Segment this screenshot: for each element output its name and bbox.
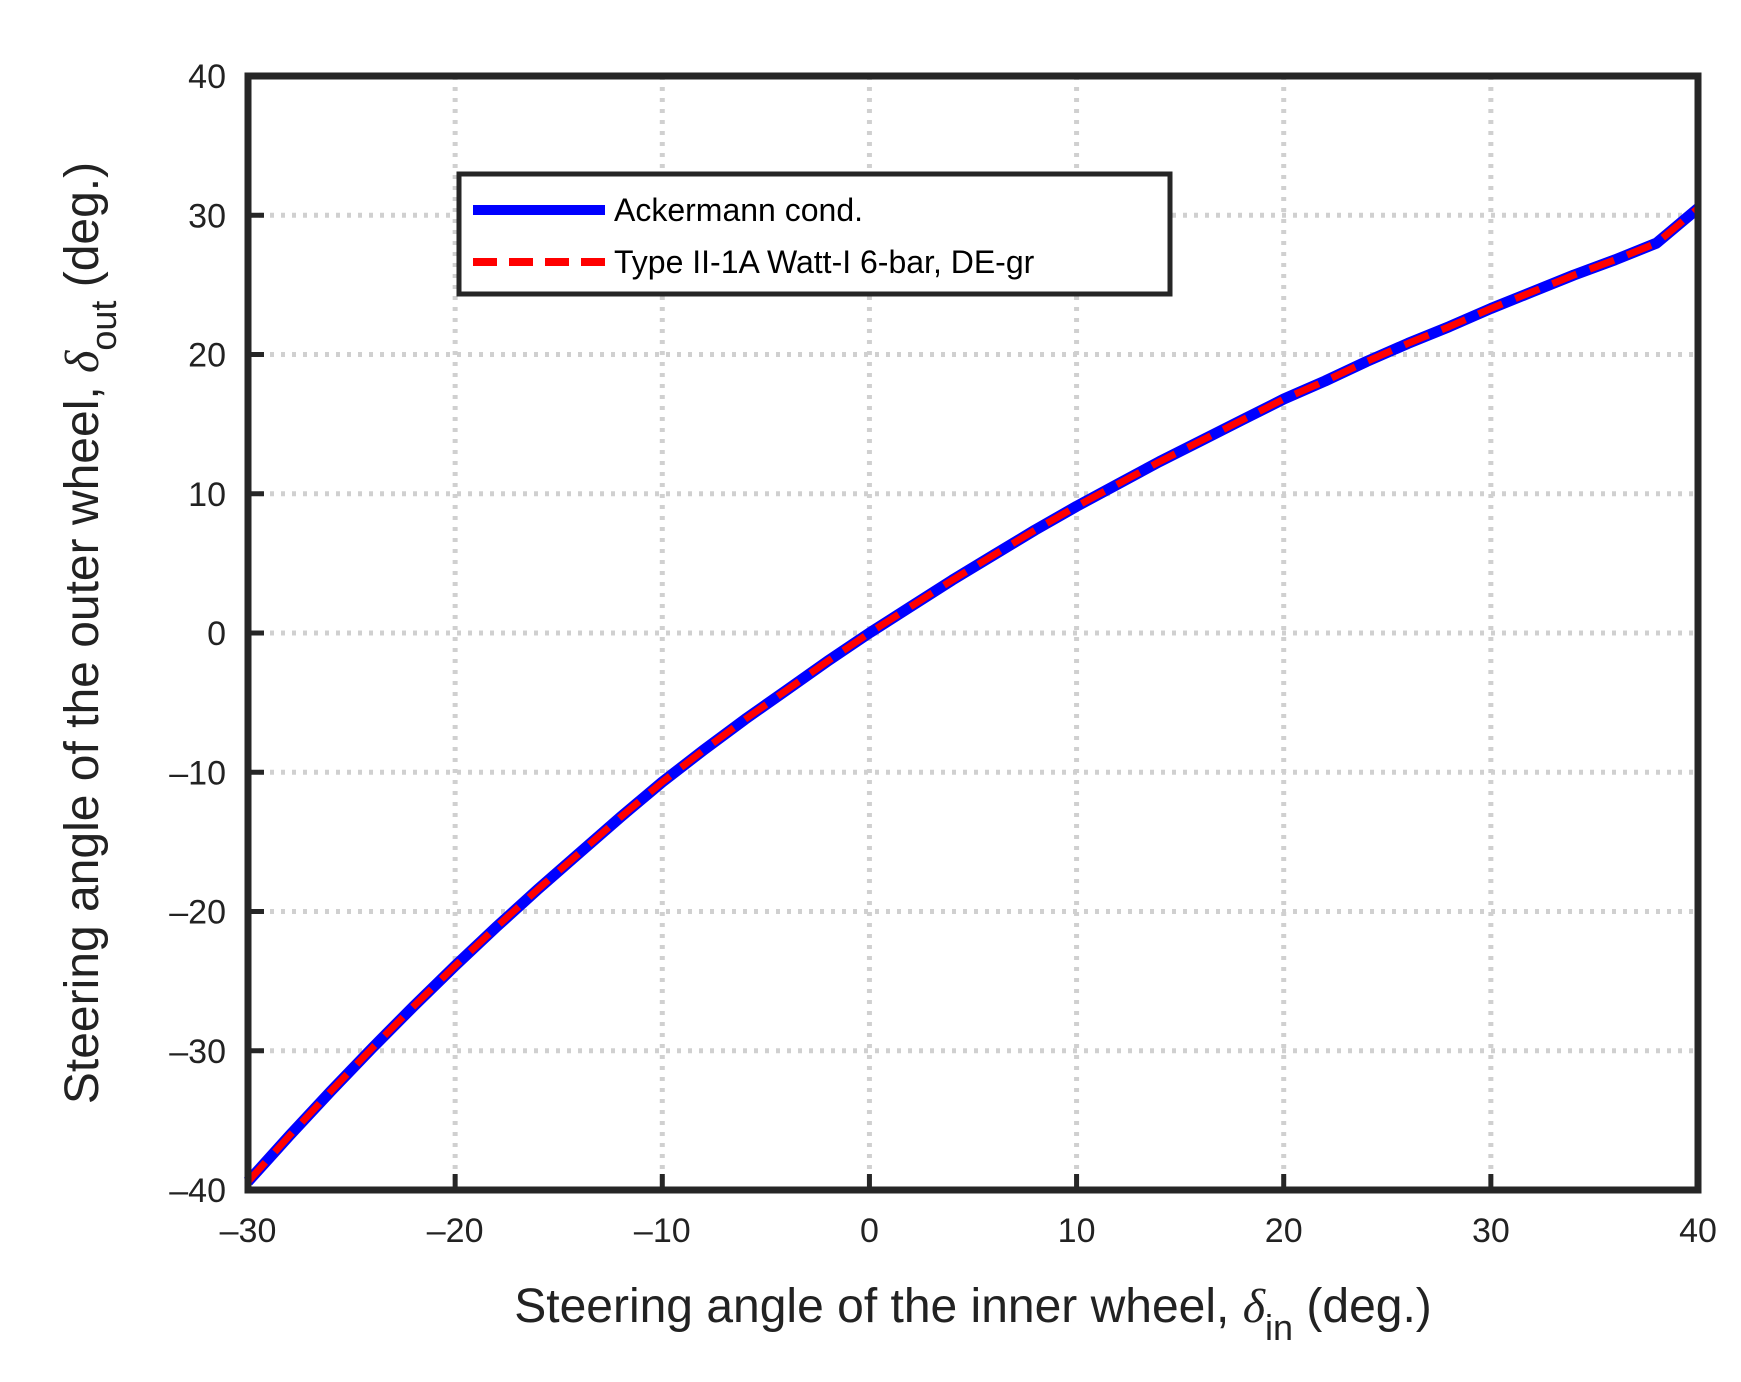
x-tick-label: –10 xyxy=(634,1212,691,1250)
y-tick-label: –10 xyxy=(169,754,226,792)
legend-label-watt: Type II-1A Watt-I 6-bar, DE-gr xyxy=(614,244,1035,280)
y-tick-label: 10 xyxy=(188,476,226,514)
x-tick-label: –30 xyxy=(220,1212,277,1250)
y-tick-label: –20 xyxy=(169,894,226,932)
legend: Ackermann cond. Type II-1A Watt-I 6-bar,… xyxy=(456,171,1173,297)
x-tick-label: 20 xyxy=(1265,1212,1303,1250)
x-tick-label: 30 xyxy=(1472,1212,1510,1250)
x-tick-label: 10 xyxy=(1058,1212,1096,1250)
y-tick-label: 0 xyxy=(207,615,226,653)
y-tick-label: –40 xyxy=(169,1172,226,1210)
x-tick-label: 40 xyxy=(1679,1212,1717,1250)
x-tick-label: 0 xyxy=(860,1212,879,1250)
x-tick-label: –20 xyxy=(427,1212,484,1250)
y-tick-label: 30 xyxy=(188,197,226,235)
y-tick-label: 40 xyxy=(188,58,226,96)
x-axis-title: Steering angle of the inner wheel, δin (… xyxy=(514,1280,1432,1348)
y-tick-label: 20 xyxy=(188,337,226,375)
y-tick-label: –30 xyxy=(169,1033,226,1071)
legend-box xyxy=(456,171,1173,297)
y-axis-title: Steering angle of the outer wheel, δout … xyxy=(56,162,124,1104)
legend-label-ackermann: Ackermann cond. xyxy=(614,192,863,228)
series-line-1 xyxy=(245,205,1701,1184)
series-layer xyxy=(243,204,1702,1186)
